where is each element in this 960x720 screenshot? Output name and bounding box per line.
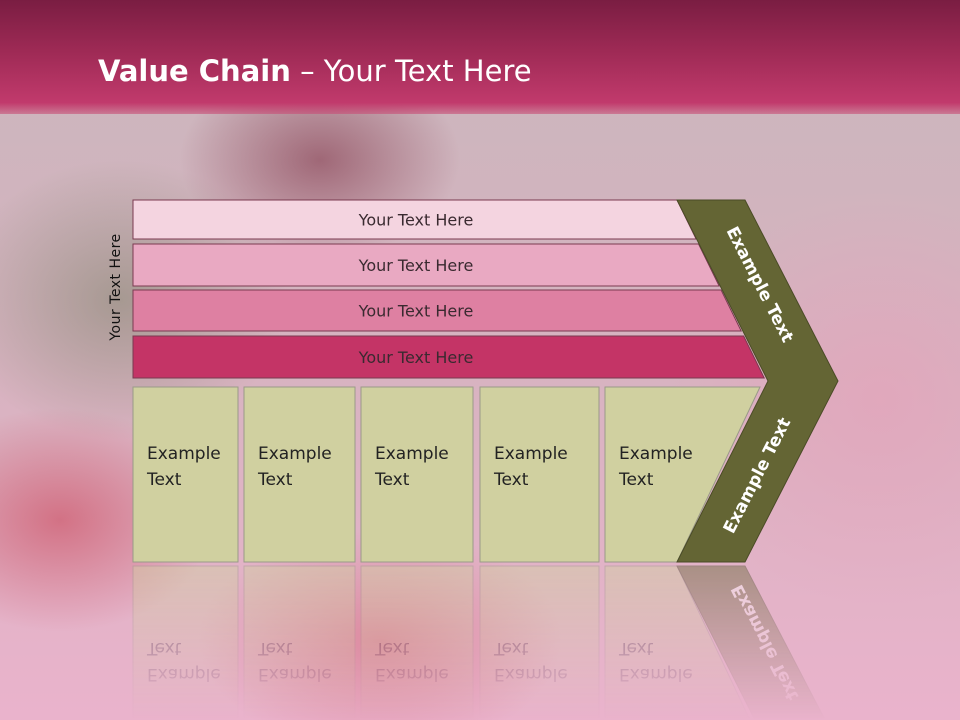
chevron-reflection-shape (676, 565, 825, 719)
row-bar: Your Text Here (132, 335, 766, 379)
column-reflection-line1: Example (147, 664, 221, 684)
column-reflection-line2: Text (146, 638, 182, 658)
column-reflection-line1: Example (619, 664, 693, 684)
column-box: Example Text (604, 386, 761, 563)
row-label: Your Text Here (358, 211, 474, 230)
column-shape (243, 386, 356, 563)
title-bold: Value Chain (98, 54, 291, 88)
row-bar: Your Text Here (132, 243, 720, 287)
title-band (0, 0, 960, 114)
row-shape (132, 289, 742, 332)
column-line2: Text (493, 470, 529, 490)
column-reflection-shape (604, 565, 750, 719)
column-shape (479, 386, 600, 563)
column-reflection: Text Example (243, 565, 356, 719)
column-shape (132, 386, 239, 563)
column-box: Example Text (360, 386, 474, 563)
column-reflection-line1: Example (258, 664, 332, 684)
column-line1: Example (375, 444, 449, 464)
row-label: Your Text Here (358, 302, 474, 321)
column-line1: Example (147, 444, 221, 464)
row-label: Your Text Here (358, 348, 474, 367)
row-label: Your Text Here (358, 256, 474, 275)
diagram-reflection: Text Example Text Example Text Example Text Exa… (132, 565, 825, 719)
column-reflection-shape (132, 565, 239, 719)
column-reflection: Text Example (604, 565, 750, 719)
column-shape (360, 386, 474, 563)
column-line2: Text (618, 470, 654, 490)
column-reflection: Text Example (360, 565, 474, 719)
column-line2: Text (257, 470, 293, 490)
column-box: Example Text (132, 386, 239, 563)
row-shape (132, 335, 766, 379)
column-reflection: Text Example (479, 565, 600, 719)
column-reflection-shape (360, 565, 474, 719)
row-bar: Your Text Here (132, 289, 742, 332)
column-reflection-line1: Example (494, 664, 568, 684)
column-reflection-shape (479, 565, 600, 719)
title-rest: – Your Text Here (290, 54, 532, 88)
row-bar: Your Text Here (132, 199, 697, 240)
column-reflection-shape (243, 565, 356, 719)
column-reflection-line2: Text (374, 638, 410, 658)
column-reflection-line1: Example (375, 664, 449, 684)
column-line2: Text (146, 470, 182, 490)
column-reflection-line2: Text (618, 638, 654, 658)
column-box: Example Text (243, 386, 356, 563)
column-line1: Example (494, 444, 568, 464)
row-shape (132, 243, 720, 287)
column-line2: Text (374, 470, 410, 490)
column-line1: Example (619, 444, 693, 464)
chevron-shape (676, 199, 839, 563)
column-line1: Example (258, 444, 332, 464)
slide-title: Value Chain – Your Text Here (98, 54, 532, 88)
column-box: Example Text (479, 386, 600, 563)
column-reflection-line2: Text (257, 638, 293, 658)
column-reflection: Text Example (132, 565, 239, 719)
column-reflection-line2: Text (493, 638, 529, 658)
